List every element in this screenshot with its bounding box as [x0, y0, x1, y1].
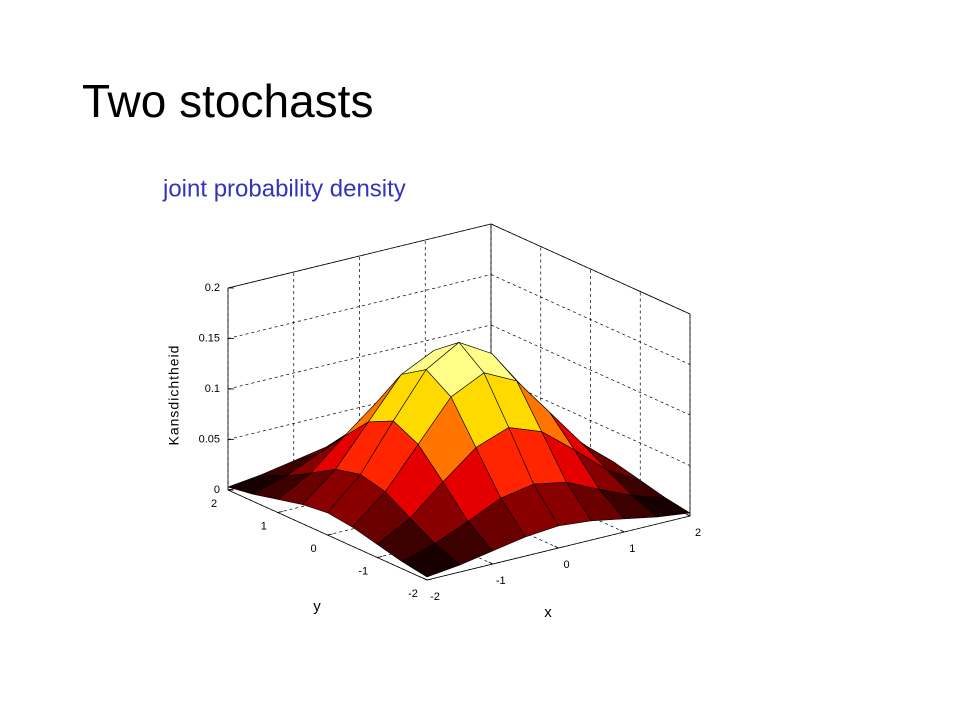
- x-tick-label: 1: [629, 543, 635, 555]
- tick-mark: [554, 545, 559, 549]
- tick-mark: [377, 556, 383, 558]
- grid-line: [490, 223, 691, 315]
- z-tick-label: 0.05: [199, 433, 220, 445]
- tick-mark: [227, 488, 234, 491]
- grid-line: [490, 324, 691, 416]
- z-tick-label: 0.1: [205, 383, 220, 395]
- y-tick-label: 2: [211, 498, 217, 510]
- chart-title: joint probability density: [162, 175, 406, 202]
- tick-mark: [327, 533, 333, 536]
- tick-mark: [488, 561, 493, 565]
- z-axis-label: Kansdichtheid: [166, 345, 182, 446]
- y-tick-label: -1: [358, 565, 368, 577]
- z-tick-label: 0.2: [205, 282, 220, 294]
- z-tick-label: 0.15: [199, 332, 220, 344]
- y-tick-label: 0: [310, 543, 316, 555]
- tick-mark: [426, 578, 433, 581]
- slide-title: Two stochasts: [82, 75, 373, 127]
- box-edge: [227, 223, 492, 289]
- surface-patch: [401, 543, 461, 578]
- x-tick-label: -2: [430, 591, 440, 603]
- y-axis-label: y: [313, 598, 321, 615]
- x-axis-label: x: [544, 604, 552, 621]
- tick-mark: [277, 511, 283, 513]
- z-tick-label: 0: [214, 484, 220, 496]
- y-tick-label: -2: [408, 588, 418, 600]
- x-tick-label: 2: [695, 527, 701, 539]
- x-tick-label: -1: [496, 575, 506, 587]
- tick-mark: [620, 529, 625, 533]
- y-tick-label: 1: [261, 520, 267, 532]
- x-tick-label: 0: [563, 559, 569, 571]
- tick-mark: [422, 577, 428, 581]
- tick-mark: [685, 513, 691, 517]
